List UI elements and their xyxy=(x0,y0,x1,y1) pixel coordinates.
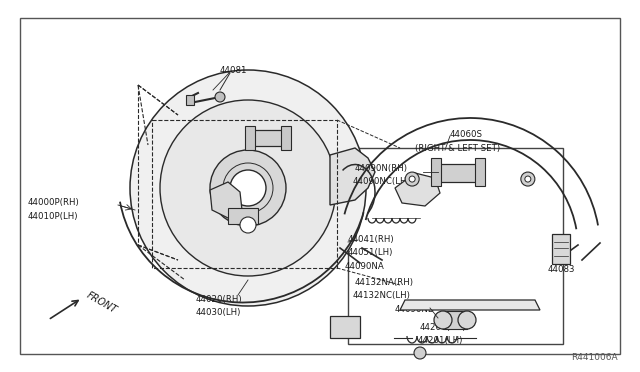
Text: (RIGHT & LEFT SET): (RIGHT & LEFT SET) xyxy=(415,144,500,153)
Text: 44201(LH): 44201(LH) xyxy=(418,336,463,345)
Polygon shape xyxy=(400,300,540,310)
Polygon shape xyxy=(395,173,440,206)
Text: FRONT: FRONT xyxy=(85,291,119,316)
Bar xyxy=(281,126,291,150)
Circle shape xyxy=(230,170,266,206)
Text: R441006A: R441006A xyxy=(572,353,618,362)
Circle shape xyxy=(405,172,419,186)
Text: 44020(RH): 44020(RH) xyxy=(196,295,243,304)
Circle shape xyxy=(130,70,366,306)
Text: 44051(LH): 44051(LH) xyxy=(348,248,394,257)
Circle shape xyxy=(521,172,535,186)
Text: 44081: 44081 xyxy=(220,66,248,75)
Text: 44041(RH): 44041(RH) xyxy=(348,235,395,244)
Circle shape xyxy=(409,176,415,182)
Text: 44083: 44083 xyxy=(548,265,575,274)
Text: 44000P(RH): 44000P(RH) xyxy=(28,198,80,207)
Circle shape xyxy=(458,311,476,329)
Bar xyxy=(245,126,255,150)
Circle shape xyxy=(210,150,286,226)
Bar xyxy=(431,158,441,186)
Bar xyxy=(186,95,194,105)
Bar xyxy=(152,120,337,268)
Bar xyxy=(552,234,570,264)
Bar xyxy=(250,130,286,146)
Text: 44090NA: 44090NA xyxy=(345,262,385,271)
Circle shape xyxy=(215,92,225,102)
Text: 44132NC(LH): 44132NC(LH) xyxy=(353,291,411,300)
Circle shape xyxy=(160,100,336,276)
Bar xyxy=(330,316,360,338)
Bar xyxy=(348,148,563,344)
Bar xyxy=(436,164,480,182)
Text: 44010P(LH): 44010P(LH) xyxy=(28,212,79,221)
Circle shape xyxy=(414,347,426,359)
Text: 44060S: 44060S xyxy=(450,130,483,139)
Circle shape xyxy=(434,311,452,329)
Text: 44200(RH): 44200(RH) xyxy=(420,323,467,332)
Text: 44030(LH): 44030(LH) xyxy=(196,308,241,317)
Bar xyxy=(475,158,485,186)
Polygon shape xyxy=(330,148,375,205)
Text: 44090NB: 44090NB xyxy=(395,305,435,314)
Bar xyxy=(228,208,258,224)
Circle shape xyxy=(525,176,531,182)
Polygon shape xyxy=(210,182,242,218)
Text: 44090N(RH): 44090N(RH) xyxy=(355,164,408,173)
Text: 44132NA(RH): 44132NA(RH) xyxy=(355,278,414,287)
Circle shape xyxy=(240,217,256,233)
Text: 44090NC(LH): 44090NC(LH) xyxy=(353,177,411,186)
Bar xyxy=(443,311,467,329)
